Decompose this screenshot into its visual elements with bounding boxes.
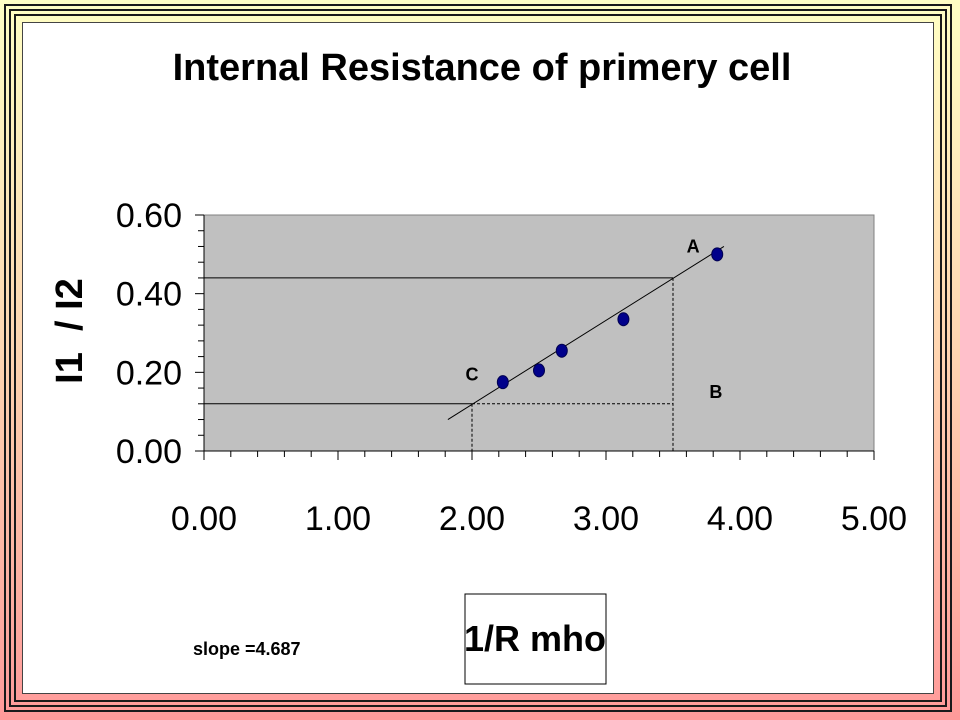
- trendline: [447, 246, 725, 420]
- x-tick-label: 5.00: [841, 500, 907, 538]
- x-tick-label: 2.00: [439, 500, 505, 538]
- point-annotations: A C B: [466, 236, 723, 402]
- data-point: [617, 312, 630, 327]
- middle-frame: [9, 9, 947, 707]
- y-tick-label: 0.20: [116, 354, 182, 392]
- x-label-box: [464, 593, 607, 685]
- axis-ticks: [195, 214, 875, 460]
- x-tick-label: 1.00: [305, 500, 371, 538]
- guide-lines: [204, 277, 674, 451]
- x-axis-label: 1/R mho: [464, 618, 606, 659]
- data-point: [496, 375, 509, 390]
- tick-labels: 0.00 1.00 2.00 3.00 4.00 5.00 0.00 0.20 0.40 0.60: [116, 197, 907, 538]
- data-points: [496, 247, 724, 390]
- y-tick-label: 0.40: [116, 276, 182, 314]
- x-tick-label: 0.00: [171, 500, 237, 538]
- chart-title: Internal Resistance of primery cell: [173, 47, 792, 89]
- slope-note: slope =4.687: [193, 639, 301, 659]
- data-point: [555, 343, 568, 358]
- outer-frame: [4, 4, 952, 712]
- y-tick-label: 0.60: [116, 197, 182, 235]
- point-label-c: C: [466, 364, 479, 384]
- x-tick-label: 4.00: [707, 500, 773, 538]
- inner-frame: [14, 14, 942, 702]
- data-point: [533, 363, 545, 378]
- y-axis-label: I1 / I2: [49, 278, 91, 384]
- y-tick-label: 0.00: [116, 433, 182, 471]
- point-label-a: A: [687, 236, 700, 256]
- plot-area: [203, 214, 875, 452]
- point-label-b: B: [709, 382, 722, 402]
- x-tick-label: 3.00: [573, 500, 639, 538]
- data-point: [711, 247, 724, 262]
